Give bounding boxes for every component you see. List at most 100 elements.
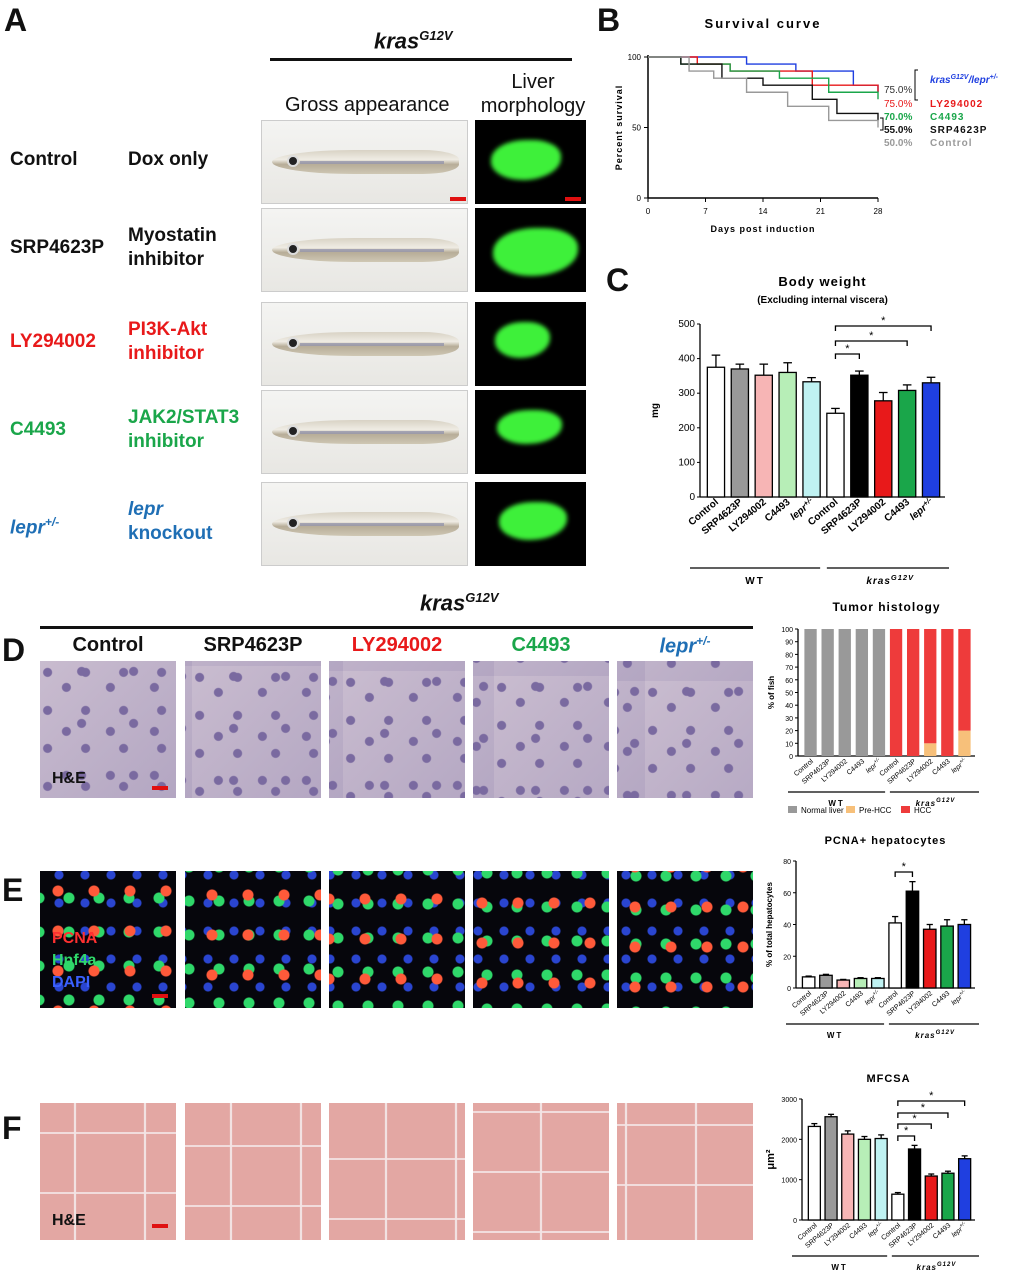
legend-entry-1: LY294002 xyxy=(930,99,983,110)
y-tick-label: 10 xyxy=(785,741,793,748)
row-name-0: Control xyxy=(10,149,78,170)
stack-bar-2-5 xyxy=(889,629,903,756)
fish-body xyxy=(272,149,459,175)
x-axis-label: Days post induction xyxy=(710,224,815,234)
liver-image-0 xyxy=(475,120,586,204)
group-label-kras: krasG12V xyxy=(916,798,956,808)
liver-signal xyxy=(495,322,550,358)
liver-signal xyxy=(493,228,578,276)
legend-kras-sup: G12V xyxy=(951,74,970,81)
body-weight-chart: Body weight (Excluding internal viscera) 0… xyxy=(650,274,949,587)
y-axis-label: μm² xyxy=(765,1149,777,1170)
bar-9 xyxy=(957,1158,972,1221)
bar-2 xyxy=(841,1133,855,1221)
liver-image-1 xyxy=(475,208,586,292)
fish-eye xyxy=(286,337,299,350)
micro-heading-0: Control xyxy=(72,634,144,656)
y-tick-label: 80 xyxy=(783,859,791,866)
legend-value-2: 70.0% xyxy=(884,112,912,123)
category-label-3: C4493 xyxy=(763,497,793,525)
scale-bar-e xyxy=(152,994,168,998)
bar-0 xyxy=(807,1125,822,1221)
fish-eye xyxy=(286,425,299,438)
bar-7 xyxy=(873,400,893,498)
row-name-1: SRP4623P xyxy=(10,237,105,258)
pcna-image-2 xyxy=(329,871,465,1008)
category-label-8: C4493 xyxy=(931,990,951,1009)
fish-stripe xyxy=(300,523,445,527)
treatment-line-1: lepr xyxy=(128,499,163,520)
genotype-title-a: krasG12V xyxy=(374,28,453,54)
sig-star-0: * xyxy=(902,861,907,873)
y-tick-label: 0 xyxy=(793,1218,797,1225)
row-treatment-0: Dox only xyxy=(128,148,208,172)
legend-label-0: Normal liver xyxy=(801,806,844,815)
bar-9 xyxy=(957,923,972,989)
fish-eye xyxy=(286,517,299,530)
bar-5 xyxy=(891,1193,905,1221)
y-axis-label: % of total hepatocytes xyxy=(765,882,774,967)
fish-photo-0 xyxy=(261,120,468,204)
legend-lepr: /lepr xyxy=(967,75,990,86)
fish-body xyxy=(272,237,459,263)
bar-4 xyxy=(802,381,821,498)
group-label-wt: WT xyxy=(828,799,844,808)
treatment-line-2: inhibitor xyxy=(128,431,204,452)
bar-4 xyxy=(874,1137,888,1221)
survival-title: Survival curve xyxy=(705,16,822,31)
y-tick-label: 500 xyxy=(678,319,695,330)
x-tick-label: 28 xyxy=(874,207,883,216)
legend-value-1: 75.0% xyxy=(884,99,912,110)
he-label-f: H&E xyxy=(52,1212,86,1229)
fish-stripe xyxy=(300,249,445,253)
category-label-3: C4493 xyxy=(848,1222,868,1241)
group-label-wt: WT xyxy=(745,576,765,587)
y-tick-label: 0 xyxy=(689,492,695,503)
y-tick-label: 400 xyxy=(678,354,695,365)
survival-line-3 xyxy=(648,56,879,121)
he-muscle-image-4 xyxy=(617,1103,753,1240)
cat-lepr-sup: +/- xyxy=(958,756,967,765)
bar-6 xyxy=(905,890,920,989)
bar-6 xyxy=(907,1148,922,1221)
legend-entry-2: C4493 xyxy=(930,112,964,123)
sig-bracket-2 xyxy=(897,1112,949,1118)
micro-heading-sup: +/- xyxy=(696,634,711,648)
sig-bracket-3 xyxy=(897,1100,966,1106)
liver-image-4 xyxy=(475,482,586,566)
stack-bar-2-9 xyxy=(958,629,971,731)
scale-bar-fish xyxy=(450,197,466,201)
chart-title: PCNA+ hepatocytes xyxy=(825,835,947,847)
sig-bracket-0 xyxy=(894,871,914,877)
panel-label-a: A xyxy=(4,2,28,38)
stack-bar-0-2 xyxy=(838,629,851,756)
chart-title: Body weight xyxy=(778,274,866,289)
y-axis-label: % of fish xyxy=(767,676,776,709)
fish-stripe xyxy=(300,161,445,165)
bar-8 xyxy=(940,925,954,989)
sig-bracket-2 xyxy=(834,325,932,331)
treatment-line-2: inhibitor xyxy=(128,249,204,270)
group-label-kras: krasG12V xyxy=(866,573,914,587)
legend-entry-3: SRP4623P xyxy=(930,125,987,136)
sig-bracket-1 xyxy=(897,1123,932,1129)
sig-star-0: * xyxy=(845,343,850,355)
fish-photo-3 xyxy=(261,390,468,474)
cat-lepr-sup: +/- xyxy=(872,988,881,997)
bar-2 xyxy=(754,374,774,498)
y-tick-label: 200 xyxy=(678,423,695,434)
treatment-line-2: inhibitor xyxy=(128,343,204,364)
y-tick-label: 100 xyxy=(678,457,695,468)
y-tick-label: 1000 xyxy=(781,1178,797,1185)
y-tick-label: 60 xyxy=(785,678,793,685)
he-muscle-image-1 xyxy=(185,1103,321,1240)
group-kras-sup: G12V xyxy=(936,1030,955,1036)
category-label-3: C4493 xyxy=(845,990,865,1009)
he-muscle-image-2 xyxy=(329,1103,465,1240)
sig-star-2: * xyxy=(921,1102,926,1114)
sig-bracket-1 xyxy=(834,340,908,346)
he-label-d: H&E xyxy=(52,770,86,787)
bar-3 xyxy=(778,371,797,498)
y-tick-label: 3000 xyxy=(781,1097,797,1104)
legend-entry-0: krasG12V/lepr+/- xyxy=(930,74,999,86)
